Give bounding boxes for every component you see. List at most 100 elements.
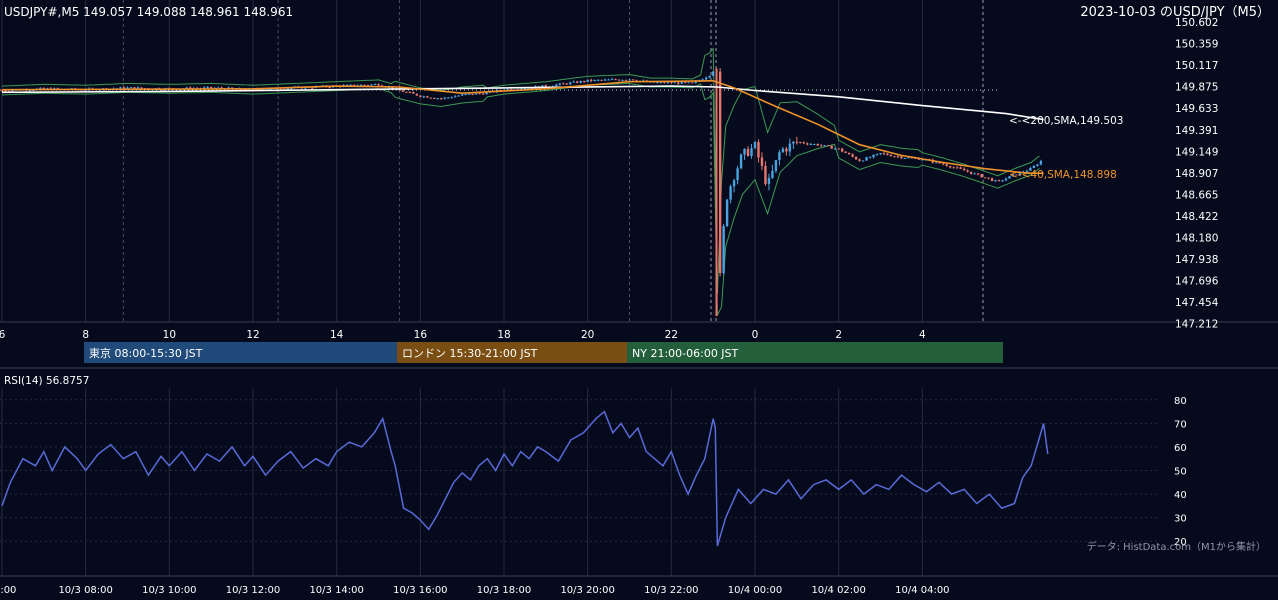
candle-body bbox=[32, 89, 35, 91]
candle-body bbox=[628, 79, 631, 81]
candle-body bbox=[617, 79, 621, 81]
moving-averages bbox=[1, 79, 1044, 175]
candle-body bbox=[900, 156, 903, 159]
candle-body bbox=[614, 79, 617, 81]
price-tick-label: 148.665 bbox=[1175, 189, 1218, 201]
candle-body bbox=[792, 141, 795, 144]
candle-body bbox=[708, 75, 711, 78]
candle-body bbox=[837, 148, 840, 150]
candle-body bbox=[722, 226, 725, 274]
candle-body bbox=[785, 148, 788, 152]
candle-body bbox=[328, 86, 331, 88]
chart-title: 2023-10-03 のUSD/JPY（M5） bbox=[1080, 5, 1270, 20]
candle-body bbox=[767, 177, 771, 185]
candle-body bbox=[621, 79, 624, 81]
candle-body bbox=[56, 88, 59, 90]
candle-body bbox=[544, 85, 548, 87]
candle-body bbox=[1008, 176, 1011, 179]
time-tick-label: 10/3 12:00 bbox=[226, 585, 280, 596]
candle-body bbox=[704, 77, 708, 80]
candle-body bbox=[136, 87, 140, 89]
candle-body bbox=[209, 86, 213, 89]
candle-body bbox=[764, 165, 767, 185]
time-tick-label: 10/3 14:00 bbox=[309, 585, 363, 596]
price-tick-label: 148.907 bbox=[1175, 168, 1218, 180]
candle-body bbox=[119, 87, 122, 89]
candle-body bbox=[42, 87, 46, 89]
candle-body bbox=[1018, 172, 1022, 175]
candle-body bbox=[980, 174, 983, 178]
candle-body bbox=[506, 89, 509, 91]
candle-body bbox=[596, 79, 600, 81]
hour-tick-label: 22 bbox=[665, 329, 678, 341]
candle-body bbox=[670, 81, 673, 83]
candle-body bbox=[746, 148, 750, 157]
candle-body bbox=[206, 86, 209, 88]
hour-tick-label: 10 bbox=[163, 329, 176, 341]
candle-body bbox=[896, 156, 900, 158]
candle-body bbox=[140, 87, 143, 89]
rsi-title: RSI(14) 56.8757 bbox=[4, 375, 89, 387]
candle-body bbox=[942, 163, 945, 165]
candle-body bbox=[352, 84, 356, 86]
candle-body bbox=[973, 173, 976, 175]
candle-body bbox=[447, 97, 450, 99]
candle-body bbox=[541, 85, 544, 88]
candle-body bbox=[827, 145, 830, 147]
candle-body bbox=[684, 81, 687, 83]
candle-body bbox=[889, 155, 893, 157]
price-tick-label: 150.117 bbox=[1175, 60, 1218, 72]
candle-body bbox=[1036, 164, 1039, 166]
time-tick-label: 10/3 18:00 bbox=[477, 585, 531, 596]
candle-body bbox=[1032, 165, 1036, 169]
candle-body bbox=[471, 93, 474, 95]
candle-body bbox=[820, 145, 823, 147]
candle-body bbox=[994, 180, 997, 182]
time-tick-label: 10/4 00:00 bbox=[728, 585, 782, 596]
candle-body bbox=[983, 177, 987, 179]
candle-body bbox=[976, 173, 980, 175]
candle-body bbox=[576, 81, 579, 83]
candle-body bbox=[788, 143, 792, 152]
rsi-tick-label: 30 bbox=[1174, 514, 1187, 525]
candle-body bbox=[962, 168, 966, 171]
candle-body bbox=[0, 90, 4, 92]
candle-body bbox=[481, 93, 485, 95]
sma200-label: <-<200,SMA,149.503 bbox=[1009, 115, 1123, 127]
price-tick-label: 150.359 bbox=[1175, 39, 1218, 51]
candle-body bbox=[216, 87, 220, 89]
sma40-line bbox=[1, 79, 1044, 175]
candle-body bbox=[663, 81, 666, 83]
bollinger-upper bbox=[1, 47, 1040, 294]
candle-body bbox=[286, 88, 290, 90]
hour-tick-label: 4 bbox=[919, 329, 926, 341]
candle-body bbox=[907, 157, 910, 159]
candle-body bbox=[750, 148, 753, 157]
hour-tick-label: 8 bbox=[82, 329, 89, 341]
candle-body bbox=[558, 83, 561, 85]
candle-body bbox=[921, 159, 924, 161]
candle-body bbox=[987, 177, 990, 179]
rsi-tick-label: 20 bbox=[1174, 537, 1187, 548]
hour-tick-label: 16 bbox=[414, 329, 428, 341]
candle-body bbox=[401, 90, 405, 92]
price-tick-label: 147.212 bbox=[1175, 319, 1218, 331]
sma40-label: <-<40,SMA,148.898 bbox=[1009, 169, 1117, 181]
candle-body bbox=[422, 96, 426, 98]
candle-body bbox=[701, 79, 704, 81]
candle-body bbox=[565, 83, 568, 85]
candle-body bbox=[457, 95, 460, 97]
hour-tick-label: 6 bbox=[0, 329, 6, 341]
candle-body bbox=[460, 94, 464, 96]
candle-body bbox=[935, 161, 938, 163]
candle-body bbox=[572, 81, 575, 83]
symbol-info: USDJPY#,M5 149.057 149.088 148.961 148.9… bbox=[4, 5, 293, 19]
candle-body bbox=[959, 167, 962, 169]
candle-body bbox=[349, 84, 352, 86]
data-source-note: データ: HistData.com（M1から集計） bbox=[1087, 540, 1266, 553]
candle-body bbox=[433, 97, 436, 99]
rsi-grid bbox=[0, 388, 1160, 576]
rsi-tick-label: 70 bbox=[1174, 419, 1187, 430]
